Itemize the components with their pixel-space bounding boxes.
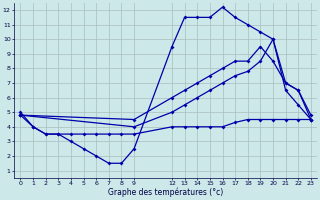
X-axis label: Graphe des températures (°c): Graphe des températures (°c) <box>108 188 223 197</box>
